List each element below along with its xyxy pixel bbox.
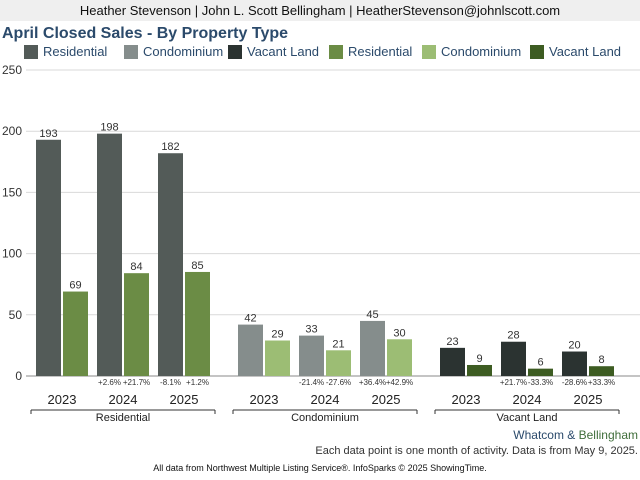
pct-change-label: +33.3% <box>588 378 615 387</box>
bar-prior <box>562 351 587 376</box>
bar-prior <box>299 335 324 376</box>
group-label: Condominium <box>291 412 359 424</box>
pct-change-label: +21.7% <box>500 378 527 387</box>
bar-current <box>467 364 492 376</box>
x-tick-label: 2023 <box>48 392 77 407</box>
pct-change-label: -27.6% <box>326 378 351 387</box>
x-tick-label: 2024 <box>109 392 138 407</box>
group-label: Vacant Land <box>497 412 558 424</box>
bar-value-label: 23 <box>446 336 458 348</box>
x-tick-label: 2025 <box>372 392 401 407</box>
y-tick-label: 100 <box>2 247 22 261</box>
bar-prior <box>36 139 61 376</box>
chart-title: April Closed Sales - By Property Type <box>2 25 289 42</box>
bar-value-label: 84 <box>130 261 142 273</box>
legend-label: Vacant Land <box>247 44 320 59</box>
pct-change-label: +2.6% <box>98 378 121 387</box>
bar-value-label: 42 <box>244 313 256 325</box>
y-tick-label: 50 <box>9 308 23 322</box>
bar-value-label: 20 <box>568 340 580 352</box>
bar-prior <box>501 341 526 376</box>
y-tick-label: 250 <box>2 63 22 77</box>
bar-value-label: 21 <box>332 338 344 350</box>
x-tick-label: 2025 <box>170 392 199 407</box>
group-bracket <box>232 409 418 414</box>
bar-value-label: 8 <box>598 354 604 366</box>
header-contact-bar: Heather Stevenson | John L. Scott Bellin… <box>0 0 640 21</box>
bar-current <box>387 339 412 376</box>
x-tick-label: 2023 <box>250 392 279 407</box>
bar-prior <box>440 347 465 376</box>
bar-value-label: 69 <box>69 280 81 292</box>
bar-current <box>124 273 149 376</box>
header-contact-text: Heather Stevenson | John L. Scott Bellin… <box>79 3 561 18</box>
bar-current <box>265 340 290 376</box>
pct-change-label: +42.9% <box>386 378 413 387</box>
data-source: All data from Northwest Multiple Listing… <box>153 463 487 473</box>
group-bracket <box>434 409 620 414</box>
legend-item: Vacant Land <box>228 44 319 59</box>
bar-value-label: 182 <box>161 141 179 153</box>
legend-swatch <box>228 44 242 59</box>
legend-swatch <box>124 44 138 59</box>
legend-label: Condominium <box>143 44 224 59</box>
legend-label: Condominium <box>441 44 522 59</box>
group-label: Residential <box>96 412 150 424</box>
y-tick-label: 200 <box>2 124 22 138</box>
pct-change-label: +1.2% <box>186 378 209 387</box>
bar-prior <box>238 324 263 376</box>
bar-current <box>63 291 88 376</box>
region-part-bellingham: Bellingham <box>578 428 638 442</box>
legend-label: Residential <box>348 44 413 59</box>
bar-current <box>528 368 553 376</box>
pct-change-label: -33.3% <box>528 378 553 387</box>
x-tick-label: 2024 <box>513 392 542 407</box>
bar-value-label: 193 <box>39 128 57 140</box>
pct-change-label: -28.6% <box>562 378 587 387</box>
pct-change-label: -21.4% <box>299 378 324 387</box>
group-bracket <box>30 409 216 414</box>
bar-current <box>589 366 614 376</box>
bar-current <box>185 271 210 376</box>
legend-item: Residential <box>24 44 107 59</box>
pct-change-label: +36.4% <box>359 378 386 387</box>
legend-item: Vacant Land <box>530 44 621 59</box>
region-ampersand: & <box>563 428 579 442</box>
pct-change-label: +21.7% <box>123 378 150 387</box>
bar-current <box>326 350 351 376</box>
data-note: Each data point is one month of activity… <box>315 445 638 457</box>
bar-value-label: 29 <box>271 329 283 341</box>
bar-prior <box>158 153 183 376</box>
legend-label: Vacant Land <box>549 44 622 59</box>
bar-value-label: 33 <box>305 324 317 336</box>
bar-value-label: 45 <box>366 309 378 321</box>
region-part-whatcom: Whatcom <box>513 428 564 442</box>
x-tick-label: 2023 <box>452 392 481 407</box>
pct-change-label: -8.1% <box>160 378 181 387</box>
legend-item: Residential <box>329 44 412 59</box>
bar-value-label: 6 <box>537 357 543 369</box>
bar-prior <box>360 320 385 376</box>
bar-value-label: 30 <box>393 327 405 339</box>
bar-value-label: 28 <box>507 330 519 342</box>
x-tick-label: 2025 <box>574 392 603 407</box>
y-tick-label: 0 <box>15 369 22 383</box>
legend-swatch <box>422 44 436 59</box>
bar-value-label: 198 <box>100 122 118 134</box>
legend-item: Condominium <box>422 44 521 59</box>
legend-swatch <box>329 44 343 59</box>
region-label: Whatcom & Bellingham <box>513 428 638 442</box>
bar-prior <box>97 133 122 376</box>
bar-value-label: 9 <box>476 353 482 365</box>
bar-value-label: 85 <box>191 260 203 272</box>
legend-label: Residential <box>43 44 108 59</box>
chart-legend: Residential Condominium Vacant Land Residen… <box>24 44 640 62</box>
legend-swatch <box>530 44 544 59</box>
x-tick-label: 2024 <box>311 392 340 407</box>
legend-item: Condominium <box>124 44 223 59</box>
y-tick-label: 150 <box>2 185 22 199</box>
legend-swatch <box>24 44 38 59</box>
